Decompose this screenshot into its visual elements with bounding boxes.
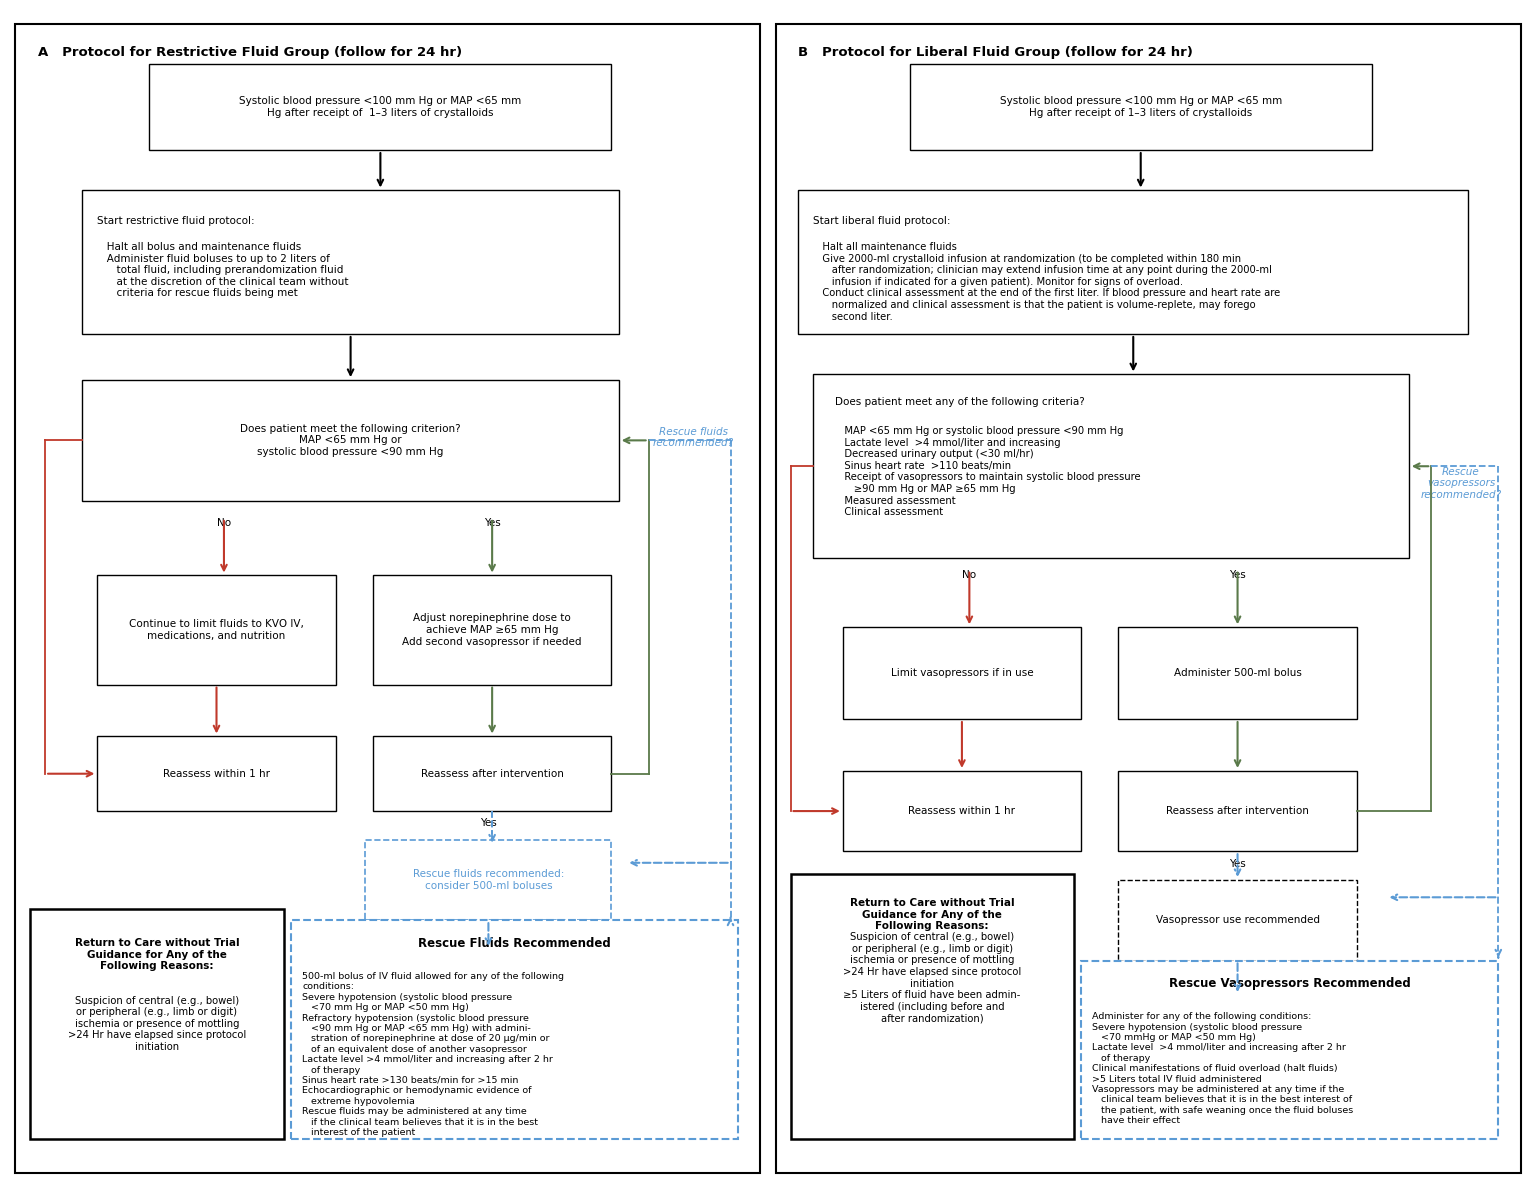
FancyBboxPatch shape [799,191,1468,334]
FancyBboxPatch shape [149,64,611,150]
FancyBboxPatch shape [373,576,611,685]
Text: A   Protocol for Restrictive Fluid Group (follow for 24 hr): A Protocol for Restrictive Fluid Group (… [38,46,462,59]
Text: Reassess within 1 hr: Reassess within 1 hr [908,806,1015,816]
Text: Rescue
vasopressors
recommended?: Rescue vasopressors recommended? [1421,467,1502,500]
FancyBboxPatch shape [1081,961,1498,1139]
Text: Return to Care without Trial
Guidance for Any of the
Following Reasons:: Return to Care without Trial Guidance fo… [849,898,1014,931]
Text: Limit vasopressors if in use: Limit vasopressors if in use [891,668,1034,678]
Text: 500-ml bolus of IV fluid allowed for any of the following
conditions:
Severe hyp: 500-ml bolus of IV fluid allowed for any… [303,972,564,1136]
Text: Does patient meet the following criterion?
MAP <65 mm Hg or
systolic blood press: Does patient meet the following criterio… [240,424,461,457]
FancyBboxPatch shape [15,24,760,1173]
FancyBboxPatch shape [843,627,1081,719]
Text: Administer for any of the following conditions:
Severe hypotension (systolic blo: Administer for any of the following cond… [1092,1012,1353,1126]
Text: Halt all bolus and maintenance fluids
   Administer fluid boluses to up to 2 lit: Halt all bolus and maintenance fluids Ad… [97,242,349,299]
Text: Yes: Yes [484,518,501,529]
Text: MAP <65 mm Hg or systolic blood pressure <90 mm Hg
   Lactate level  >4 mmol/lit: MAP <65 mm Hg or systolic blood pressure… [836,425,1141,517]
FancyBboxPatch shape [373,736,611,811]
Text: Vasopressor use recommended: Vasopressor use recommended [1155,915,1319,925]
Text: Adjust norepinephrine dose to
achieve MAP ≥65 mm Hg
Add second vasopressor if ne: Adjust norepinephrine dose to achieve MA… [402,614,582,647]
FancyBboxPatch shape [83,380,619,501]
FancyBboxPatch shape [97,736,336,811]
Text: No: No [963,570,977,579]
Text: Yes: Yes [1229,570,1246,579]
Text: Does patient meet any of the following criteria?: Does patient meet any of the following c… [836,397,1084,408]
Text: Yes: Yes [481,819,496,828]
Text: Continue to limit fluids to KVO IV,
medications, and nutrition: Continue to limit fluids to KVO IV, medi… [129,620,304,641]
Text: Start liberal fluid protocol:: Start liberal fluid protocol: [813,216,951,225]
Text: Yes: Yes [1229,859,1246,869]
FancyBboxPatch shape [1118,627,1356,719]
Text: Reassess within 1 hr: Reassess within 1 hr [163,769,270,779]
FancyBboxPatch shape [813,374,1409,558]
Text: Start restrictive fluid protocol:: Start restrictive fluid protocol: [97,216,255,225]
FancyBboxPatch shape [791,875,1074,1139]
FancyBboxPatch shape [290,921,737,1139]
FancyBboxPatch shape [83,191,619,334]
Text: Reassess after intervention: Reassess after intervention [421,769,564,779]
Text: Rescue fluids recommended:
consider 500-ml boluses: Rescue fluids recommended: consider 500-… [413,870,564,891]
Text: Return to Care without Trial
Guidance for Any of the
Following Reasons:: Return to Care without Trial Guidance fo… [75,939,240,972]
FancyBboxPatch shape [1118,770,1356,851]
Text: Rescue fluids
recommended?: Rescue fluids recommended? [653,427,734,448]
Text: Reassess after intervention: Reassess after intervention [1166,806,1309,816]
FancyBboxPatch shape [1118,880,1356,961]
Text: Systolic blood pressure <100 mm Hg or MAP <65 mm
Hg after receipt of 1–3 liters : Systolic blood pressure <100 mm Hg or MA… [1000,96,1283,117]
Text: Administer 500-ml bolus: Administer 500-ml bolus [1174,668,1301,678]
Text: No: No [217,518,230,529]
Text: B   Protocol for Liberal Fluid Group (follow for 24 hr): B Protocol for Liberal Fluid Group (foll… [799,46,1193,59]
FancyBboxPatch shape [776,24,1521,1173]
Text: Halt all maintenance fluids
   Give 2000-ml crystalloid infusion at randomizatio: Halt all maintenance fluids Give 2000-ml… [813,242,1279,321]
Text: Suspicion of central (e.g., bowel)
or peripheral (e.g., limb or digit)
ischemia : Suspicion of central (e.g., bowel) or pe… [68,995,246,1052]
Text: Suspicion of central (e.g., bowel)
or peripheral (e.g., limb or digit)
ischemia : Suspicion of central (e.g., bowel) or pe… [843,933,1021,1024]
FancyBboxPatch shape [97,576,336,685]
Text: Rescue Fluids Recommended: Rescue Fluids Recommended [418,937,611,949]
FancyBboxPatch shape [909,64,1372,150]
FancyBboxPatch shape [31,909,284,1139]
Text: Systolic blood pressure <100 mm Hg or MAP <65 mm
Hg after receipt of  1–3 liters: Systolic blood pressure <100 mm Hg or MA… [240,96,522,117]
Text: Rescue Vasopressors Recommended: Rescue Vasopressors Recommended [1169,976,1410,989]
FancyBboxPatch shape [843,770,1081,851]
FancyBboxPatch shape [366,840,611,921]
